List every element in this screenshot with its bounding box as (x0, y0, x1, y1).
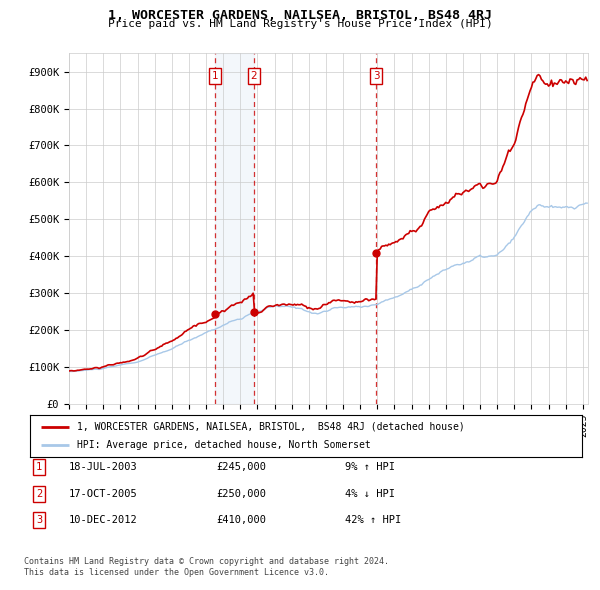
Text: 2: 2 (36, 489, 42, 499)
Text: 17-OCT-2005: 17-OCT-2005 (69, 489, 138, 499)
Text: This data is licensed under the Open Government Licence v3.0.: This data is licensed under the Open Gov… (24, 568, 329, 577)
Text: £250,000: £250,000 (216, 489, 266, 499)
Text: 4% ↓ HPI: 4% ↓ HPI (345, 489, 395, 499)
Text: HPI: Average price, detached house, North Somerset: HPI: Average price, detached house, Nort… (77, 440, 371, 450)
Text: 1, WORCESTER GARDENS, NAILSEA, BRISTOL, BS48 4RJ: 1, WORCESTER GARDENS, NAILSEA, BRISTOL, … (108, 9, 492, 22)
Text: 2: 2 (251, 71, 257, 81)
Text: £410,000: £410,000 (216, 516, 266, 525)
Text: 18-JUL-2003: 18-JUL-2003 (69, 463, 138, 472)
Text: 1: 1 (36, 463, 42, 472)
Text: 42% ↑ HPI: 42% ↑ HPI (345, 516, 401, 525)
Text: 1, WORCESTER GARDENS, NAILSEA, BRISTOL,  BS48 4RJ (detached house): 1, WORCESTER GARDENS, NAILSEA, BRISTOL, … (77, 422, 464, 432)
Text: 9% ↑ HPI: 9% ↑ HPI (345, 463, 395, 472)
Text: 10-DEC-2012: 10-DEC-2012 (69, 516, 138, 525)
Text: Price paid vs. HM Land Registry's House Price Index (HPI): Price paid vs. HM Land Registry's House … (107, 19, 493, 30)
Text: £245,000: £245,000 (216, 463, 266, 472)
Text: Contains HM Land Registry data © Crown copyright and database right 2024.: Contains HM Land Registry data © Crown c… (24, 557, 389, 566)
Text: 1: 1 (212, 71, 218, 81)
Bar (215, 53, 254, 404)
Text: 3: 3 (373, 71, 380, 81)
Text: 3: 3 (36, 516, 42, 525)
